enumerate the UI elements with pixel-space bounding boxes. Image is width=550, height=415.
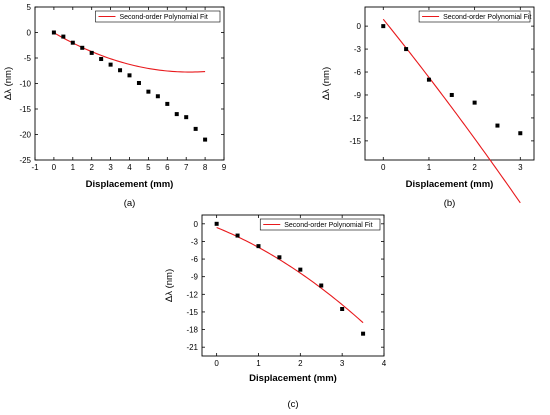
data-point [340, 307, 345, 311]
data-point [518, 131, 523, 136]
y-tick-label: -9 [354, 91, 362, 100]
x-tick-label: 8 [203, 163, 208, 172]
data-point [319, 283, 324, 288]
data-point [99, 57, 104, 62]
x-axis-title: Displacement (mm) [86, 179, 174, 190]
x-tick-label: 1 [71, 163, 76, 172]
data-point [277, 255, 282, 260]
data-point [127, 73, 132, 78]
plot-frame [201, 214, 385, 357]
y-tick-label: 5 [27, 3, 32, 12]
legend-box [418, 10, 531, 23]
panel-label: (a) [124, 198, 136, 209]
x-tick-label: 2 [298, 359, 303, 368]
y-tick-label: -15 [19, 105, 31, 114]
data-point [108, 62, 113, 67]
y-tick-label: 0 [27, 29, 32, 38]
y-tick-label: -15 [349, 137, 361, 146]
chart-panel-1: -1 0 1 2 3 4 5 6 7 8 950-5-10-15-20-25Second-order… [3, 3, 227, 209]
data-point [472, 100, 477, 105]
data-point [155, 94, 160, 99]
data-point [203, 137, 208, 142]
data-point [256, 244, 261, 249]
x-tick-label: 7 [184, 163, 189, 172]
data-point [214, 221, 219, 226]
y-tick-label: -5 [24, 54, 32, 63]
y-tick-label: -15 [186, 308, 198, 317]
y-tick-label: -21 [186, 343, 198, 352]
legend-label: Second-order Polynomial Fit [443, 14, 531, 21]
data-point [70, 40, 75, 45]
y-axis-title: Δλ (nm) [321, 67, 332, 100]
fit-curve [53, 32, 206, 73]
data-point [118, 68, 123, 73]
data-point [495, 123, 500, 128]
x-tick-label: 9 [222, 163, 227, 172]
data-point [361, 331, 366, 336]
plot-frame [34, 6, 225, 161]
chart-panel-2: 0 1 2 3 0 -3 -6 -9 -12 -15 Second-order Polynomial… [321, 6, 535, 209]
y-tick-label: -20 [19, 131, 31, 140]
data-point [193, 126, 198, 131]
x-tick-label: 0 [381, 163, 386, 172]
x-tick-label: 1 [256, 359, 261, 368]
x-axis-title: Displacement (mm) [249, 373, 337, 384]
x-tick-label: 6 [165, 163, 170, 172]
legend-box [259, 218, 381, 231]
y-tick-label: -12 [186, 290, 198, 299]
x-tick-label: 2 [472, 163, 477, 172]
y-tick-label: -18 [186, 326, 198, 335]
data-point [51, 30, 56, 35]
x-tick-label: 0 [214, 359, 219, 368]
data-point [235, 233, 240, 238]
x-tick-label: 0 [52, 163, 57, 172]
data-point [61, 34, 66, 39]
data-point [404, 47, 409, 52]
legend-label: Second-order Polynomial Fit [284, 222, 372, 229]
data-point [381, 24, 386, 29]
data-point [80, 45, 85, 50]
x-tick-label: 2 [89, 163, 94, 172]
plot-frame [364, 6, 535, 161]
legend-box [95, 10, 221, 23]
data-point [89, 50, 94, 55]
y-tick-label: -3 [191, 237, 199, 246]
data-point [184, 115, 189, 120]
y-tick-label: -25 [19, 156, 31, 165]
legend-label: Second-order Polynomial Fit [119, 14, 207, 21]
x-tick-label: 5 [146, 163, 151, 172]
y-tick-label: -10 [19, 80, 31, 89]
data-point [136, 80, 141, 85]
y-tick-label: 0 [194, 220, 199, 229]
x-tick-label: 4 [127, 163, 132, 172]
y-tick-label: -3 [354, 45, 362, 54]
fit-curve [382, 18, 521, 204]
y-axis-title: Δλ (nm) [3, 67, 14, 100]
x-tick-label: -1 [31, 163, 39, 172]
data-point [449, 92, 454, 97]
fit-curve [216, 227, 364, 324]
data-point [174, 112, 179, 117]
chart-panel-3: 0 1 2 3 4 0 -3 -6 -9 -12 -15 -18 -21 Second-order Pol… [164, 214, 387, 410]
y-axis-title: Δλ (nm) [164, 269, 175, 302]
y-tick-label: -6 [191, 255, 199, 264]
x-tick-label: 3 [108, 163, 113, 172]
x-tick-label: 3 [340, 359, 345, 368]
x-tick-label: 4 [382, 359, 387, 368]
y-tick-label: -6 [354, 68, 362, 77]
x-tick-label: 1 [427, 163, 432, 172]
data-point [165, 101, 170, 106]
y-tick-label: 0 [357, 22, 362, 31]
x-tick-label: 3 [518, 163, 523, 172]
panel-label: (c) [287, 399, 298, 410]
data-point [426, 77, 431, 82]
y-tick-label: -12 [349, 114, 361, 123]
x-axis-title: Displacement (mm) [406, 179, 494, 190]
data-point [146, 89, 151, 94]
panel-label: (b) [444, 198, 456, 209]
y-tick-label: -9 [191, 273, 199, 282]
data-point [298, 267, 303, 272]
